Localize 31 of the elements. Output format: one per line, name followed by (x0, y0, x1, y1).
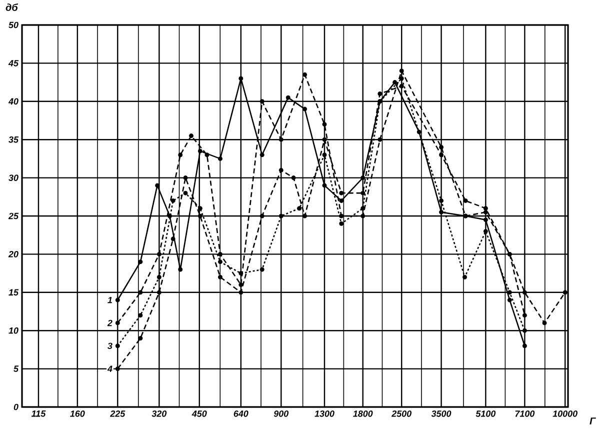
series-label: 4 (107, 366, 112, 372)
x-tick-label: 5100 (476, 410, 496, 417)
y-tick-label: 45 (8, 60, 19, 66)
y-tick-label: 50 (8, 22, 18, 28)
x-axis-title: Г (590, 418, 596, 424)
x-tick-label: 900 (274, 410, 289, 417)
series-label: 3 (108, 342, 112, 350)
y-tick-label: 30 (8, 174, 18, 181)
x-tick-label: 225 (110, 410, 126, 417)
x-tick-label: 115 (31, 410, 46, 417)
x-tick-label: 10000 (552, 410, 578, 417)
x-tick-label: 2500 (392, 410, 412, 417)
x-tick-label: 320 (152, 410, 167, 417)
x-tick-label: 1300 (314, 410, 334, 417)
y-tick-label: 10 (8, 327, 18, 334)
y-axis-title: дб (6, 4, 18, 11)
x-tick-label: 3500 (431, 410, 452, 417)
y-tick-label: 15 (8, 289, 19, 296)
x-tick-label: 1800 (353, 410, 373, 417)
x-tick-label: 7100 (515, 410, 535, 417)
y-tick-label: 40 (8, 98, 18, 105)
x-tick-label: 160 (70, 410, 85, 417)
y-tick-label: 5 (14, 366, 19, 372)
x-tick-label: 640 (234, 410, 248, 417)
series-label: 1 (108, 296, 112, 304)
y-tick-label: 35 (8, 136, 19, 143)
x-tick-label: 450 (192, 410, 207, 417)
series-label: 2 (107, 320, 112, 326)
y-tick-label: 0 (14, 404, 18, 410)
y-tick-label: 25 (8, 212, 19, 220)
y-tick-label: 20 (8, 251, 18, 258)
